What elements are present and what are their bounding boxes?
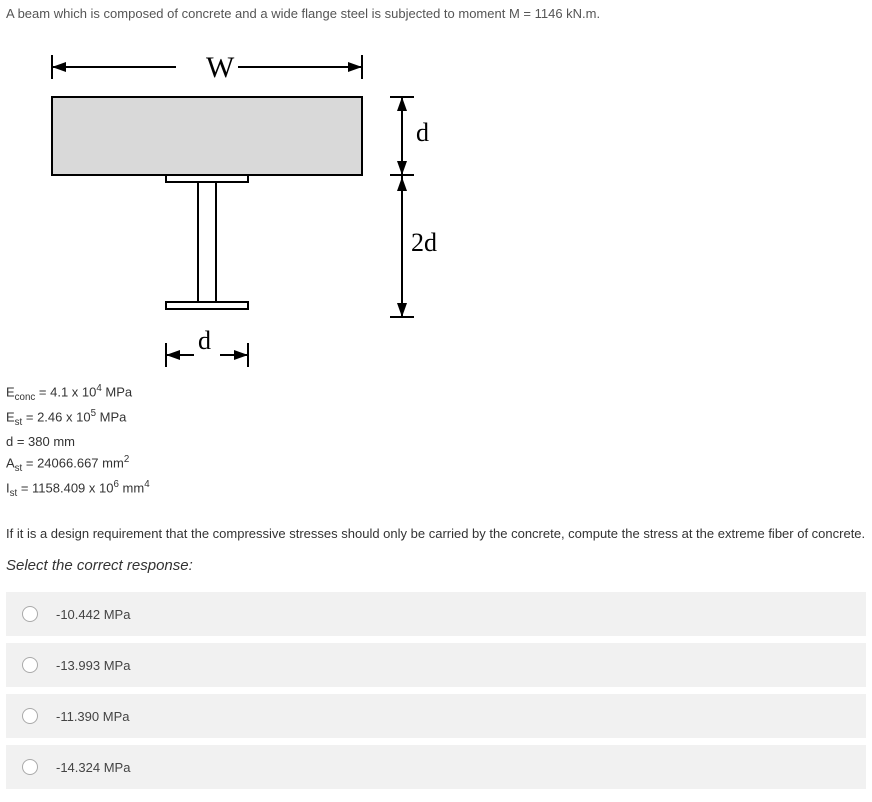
concrete-slab bbox=[52, 97, 362, 175]
radio-icon bbox=[22, 606, 38, 622]
question-intro: A beam which is composed of concrete and… bbox=[6, 6, 866, 21]
radio-icon bbox=[22, 657, 38, 673]
width-label: W bbox=[206, 51, 235, 84]
option-0[interactable]: -10.442 MPa bbox=[6, 592, 866, 636]
2d-label: 2d bbox=[411, 228, 437, 257]
steel-web bbox=[198, 182, 216, 302]
a-st-line: Ast = 24066.667 mm2 bbox=[6, 452, 866, 477]
option-2[interactable]: -11.390 MPa bbox=[6, 694, 866, 738]
design-requirement: If it is a design requirement that the c… bbox=[6, 526, 866, 541]
steel-bottom-flange bbox=[166, 302, 248, 309]
option-label: -11.390 MPa bbox=[56, 709, 129, 724]
e-st-line: Est = 2.46 x 105 MPa bbox=[6, 406, 866, 431]
option-1[interactable]: -13.993 MPa bbox=[6, 643, 866, 687]
select-prompt: Select the correct response: bbox=[6, 557, 866, 574]
radio-icon bbox=[22, 759, 38, 775]
option-3[interactable]: -14.324 MPa bbox=[6, 745, 866, 789]
given-data: Econc = 4.1 x 104 MPa Est = 2.46 x 105 M… bbox=[6, 381, 866, 502]
option-label: -10.442 MPa bbox=[56, 607, 130, 622]
option-label: -13.993 MPa bbox=[56, 658, 130, 673]
diagram-svg: W d 2d d bbox=[6, 29, 446, 369]
i-st-line: Ist = 1158.409 x 106 mm4 bbox=[6, 477, 866, 502]
e-conc-line: Econc = 4.1 x 104 MPa bbox=[6, 381, 866, 406]
radio-icon bbox=[22, 708, 38, 724]
steel-top-flange bbox=[166, 175, 248, 182]
d-label-1: d bbox=[416, 118, 429, 147]
options-list: -10.442 MPa -13.993 MPa -11.390 MPa -14.… bbox=[6, 592, 866, 789]
d-line: d = 380 mm bbox=[6, 431, 866, 452]
option-label: -14.324 MPa bbox=[56, 760, 130, 775]
beam-diagram: W d 2d d bbox=[6, 29, 446, 369]
d-label-2: d bbox=[198, 326, 211, 355]
